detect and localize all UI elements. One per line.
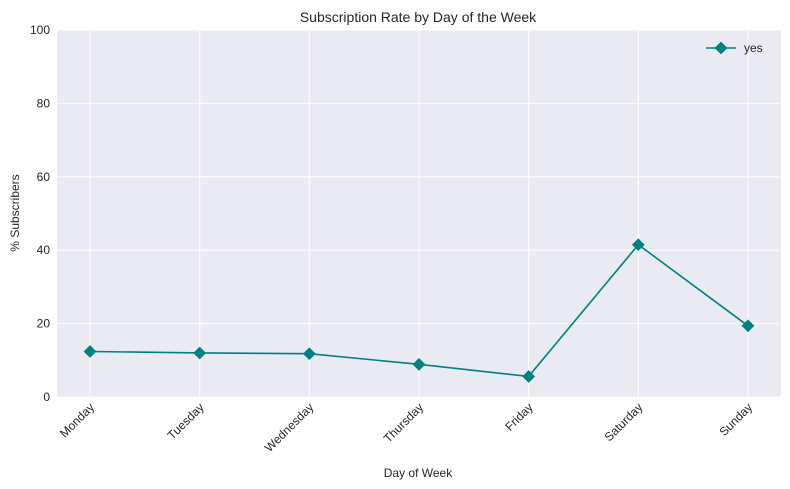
y-axis-label: % Subscribers xyxy=(8,174,22,251)
x-axis-label: Day of Week xyxy=(384,466,453,480)
x-tick-label: Thursday xyxy=(381,400,426,445)
data-point-monday xyxy=(83,345,97,358)
y-tick-label: 80 xyxy=(37,96,51,110)
legend-label-yes: yes xyxy=(744,41,763,55)
x-tick-label: Saturday xyxy=(602,400,646,444)
chart-title: Subscription Rate by Day of the Week xyxy=(300,9,537,25)
y-tick-label: 0 xyxy=(43,390,50,404)
x-tick-label: Wednesday xyxy=(262,400,317,455)
y-tick-label: 100 xyxy=(30,23,50,37)
x-tick-label: Monday xyxy=(57,400,97,440)
x-tick-label: Tuesday xyxy=(165,400,207,442)
y-tick-labels: 0 20 40 60 80 100 xyxy=(30,23,50,404)
x-tick-label: Sunday xyxy=(716,400,755,439)
y-tick-label: 60 xyxy=(37,170,51,184)
y-tick-label: 40 xyxy=(37,243,51,257)
grid-lines xyxy=(57,29,781,398)
data-point-tuesday xyxy=(193,346,207,360)
data-point-wednesday xyxy=(302,347,316,361)
x-tick-labels: Monday Tuesday Wednesday Thursday Friday Satu… xyxy=(57,400,755,455)
y-tick-label: 20 xyxy=(37,317,51,331)
data-point-thursday xyxy=(412,357,426,371)
x-tick-label: Friday xyxy=(502,400,535,433)
